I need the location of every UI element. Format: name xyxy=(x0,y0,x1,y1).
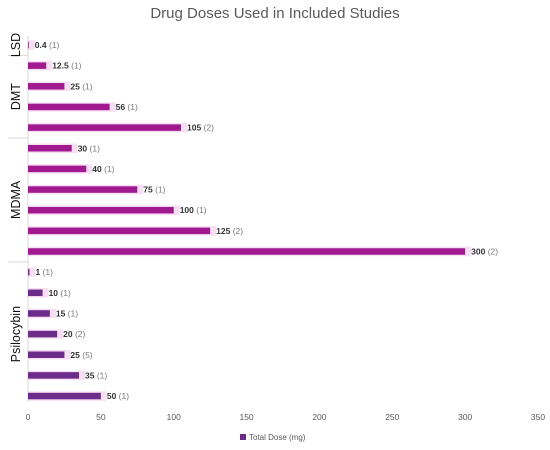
bar-dmt-2 xyxy=(28,103,110,111)
bar-dmt-0 xyxy=(28,62,47,69)
data-label: 300 (2) xyxy=(471,247,498,257)
data-label: 75 (1) xyxy=(143,185,165,195)
x-tick-label: 0 xyxy=(26,412,31,422)
bar-dmt-3 xyxy=(28,124,181,131)
bar-mdma-0 xyxy=(28,145,72,152)
bar-shadow xyxy=(28,40,35,50)
x-tick-label: 50 xyxy=(96,412,106,422)
bar-psilocybin-1 xyxy=(28,289,43,297)
x-tick-label: 150 xyxy=(239,412,253,422)
data-label: 10 (1) xyxy=(49,288,71,298)
data-label: 125 (2) xyxy=(216,226,243,236)
legend: Total Dose (mg) xyxy=(240,433,306,442)
data-label: 105 (2) xyxy=(187,123,214,133)
group-label-psilocybin: Psilocybin xyxy=(9,306,23,362)
x-tick-label: 200 xyxy=(312,412,326,422)
bar-mdma-5 xyxy=(28,248,466,255)
data-label: 56 (1) xyxy=(116,102,138,112)
data-label: 25 (5) xyxy=(70,350,92,360)
chart-title: Drug Doses Used in Included Studies xyxy=(150,5,399,22)
bar-dmt-1 xyxy=(28,83,65,90)
x-tick-label: 100 xyxy=(167,412,181,422)
x-tick-label: 350 xyxy=(531,412,545,422)
data-label: 40 (1) xyxy=(92,164,114,174)
plot-area: 0.4 (1) 12.5 (1) 25 (1) 56 (1) 105 (2) 30 (1)… xyxy=(8,33,545,422)
group-label-dmt: DMT xyxy=(9,83,23,110)
x-tick-label: 250 xyxy=(385,412,399,422)
bar-psilocybin-5 xyxy=(28,372,79,379)
data-label: 12.5 (1) xyxy=(52,61,81,71)
bar-psilocybin-2 xyxy=(28,310,50,317)
data-label: 35 (1) xyxy=(85,370,107,380)
bar-mdma-3 xyxy=(28,206,174,214)
bar-psilocybin-4 xyxy=(28,351,65,358)
group-label-lsd: LSD xyxy=(9,33,23,57)
data-label: 1 (1) xyxy=(35,267,53,277)
bar-mdma-1 xyxy=(28,165,87,173)
legend-label: Total Dose (mg) xyxy=(249,433,306,442)
bar-mdma-2 xyxy=(28,186,138,193)
data-label: 20 (2) xyxy=(63,329,85,339)
group-label-mdma: MDMA xyxy=(9,180,23,219)
data-label: 25 (1) xyxy=(70,81,92,91)
bar-lsd-0 xyxy=(28,41,29,49)
bar-psilocybin-0 xyxy=(28,268,30,276)
bar-psilocybin-6 xyxy=(28,392,101,400)
data-label: 100 (1) xyxy=(180,205,207,215)
data-label: 0.4 (1) xyxy=(35,40,60,50)
x-tick-label: 300 xyxy=(458,412,472,422)
legend-swatch xyxy=(240,434,246,440)
bar-psilocybin-3 xyxy=(28,330,58,338)
data-label: 30 (1) xyxy=(78,143,100,153)
data-label: 50 (1) xyxy=(107,391,129,401)
bar-shadow xyxy=(28,267,36,277)
bar-mdma-4 xyxy=(28,227,211,235)
data-label: 15 (1) xyxy=(56,308,78,318)
